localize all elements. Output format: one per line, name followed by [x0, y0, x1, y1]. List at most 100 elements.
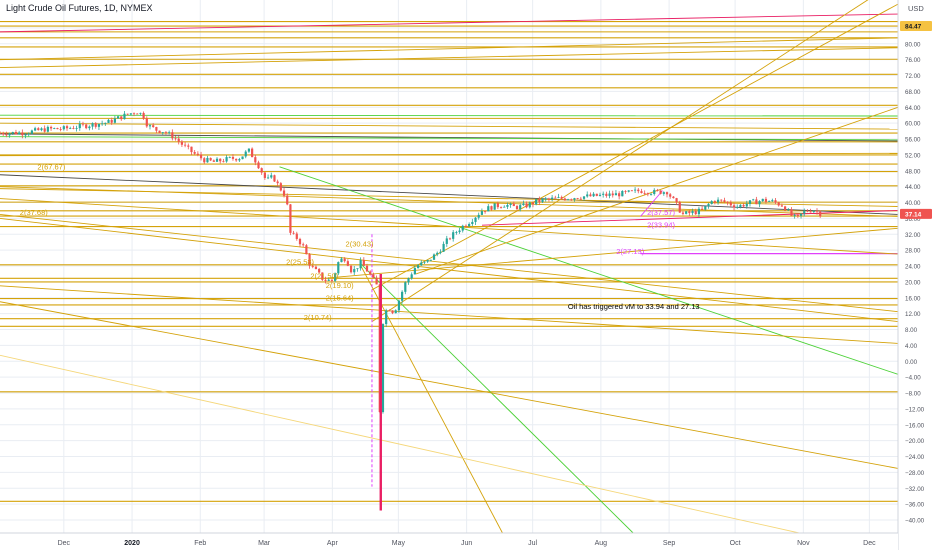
candle-up [215, 158, 219, 162]
chart-annotation: 2(33.94) [647, 221, 675, 230]
price-axis-labels: 84.0080.0076.0072.0068.0064.0060.0056.00… [905, 25, 925, 524]
candle-down [184, 144, 187, 146]
candle-down [490, 206, 493, 210]
candle-down [349, 265, 353, 273]
candle-down [369, 271, 372, 275]
candle-down [388, 310, 391, 312]
chart-annotation: 2(37.57) [647, 208, 675, 217]
price-tick-label: −8.00 [905, 391, 921, 398]
candle-down [780, 205, 783, 207]
candle-down [273, 175, 276, 182]
candle-down [145, 118, 148, 127]
candle-down [260, 168, 263, 173]
candle-down [819, 211, 822, 217]
time-axis-panel[interactable] [0, 533, 898, 550]
time-tick-label: 2020 [124, 540, 140, 547]
candle-up [30, 130, 34, 134]
time-tick-label: Nov [797, 540, 810, 547]
candle-down [305, 245, 308, 255]
candle-down [755, 199, 758, 205]
candle-up [410, 274, 413, 279]
price-tick-label: 48.00 [905, 168, 921, 175]
candle-down [85, 124, 88, 129]
candle-down [713, 201, 716, 203]
candle-down [56, 128, 59, 130]
candle-down [187, 145, 190, 147]
trend-line [0, 285, 899, 344]
candle-down [681, 212, 685, 214]
candle-down [174, 138, 177, 140]
candle-down [362, 260, 365, 266]
candle-up [803, 210, 806, 214]
candle-down [219, 158, 222, 162]
trend-line [371, 0, 869, 322]
candle-up [602, 193, 605, 195]
candle-down [701, 208, 704, 210]
candle-up [752, 199, 755, 201]
candle-up [662, 192, 665, 194]
candle-down [669, 194, 672, 197]
candle-down [618, 193, 621, 197]
candle-down [563, 198, 566, 201]
candle-down [72, 128, 75, 129]
candle-up [416, 265, 420, 269]
candle-up [468, 224, 471, 227]
candle-up [413, 268, 416, 275]
trend-line [0, 152, 899, 157]
currency-label: USD [908, 4, 924, 13]
candle-up [519, 205, 522, 210]
price-axis-panel[interactable] [898, 0, 932, 550]
candle-down [570, 199, 573, 201]
candle-up [697, 208, 701, 215]
candle-down [464, 225, 468, 227]
candle-up [758, 201, 761, 205]
candle-down [774, 200, 777, 203]
candle-up [244, 151, 247, 157]
candle-down [5, 134, 8, 136]
price-tick-label: −40.00 [905, 518, 925, 525]
candle-down [203, 158, 206, 163]
candle-down [110, 119, 113, 123]
price-tick-label: 64.00 [905, 105, 921, 112]
candle-up [423, 261, 426, 263]
trend-line [0, 186, 899, 217]
candle-up [586, 194, 589, 197]
candle-down [212, 160, 215, 162]
candle-up [506, 205, 509, 207]
candle-up [745, 203, 748, 207]
candle-down [483, 211, 487, 212]
candle-down [525, 203, 528, 208]
candle-up [381, 324, 385, 413]
candle-up [592, 193, 595, 197]
candle-down [289, 204, 292, 233]
candle-up [761, 198, 764, 202]
candle-up [439, 251, 442, 253]
candle-up [91, 123, 94, 127]
time-tick-label: Mar [258, 540, 271, 547]
candle-up [557, 196, 560, 198]
candle-up [710, 201, 713, 205]
candle-down [732, 205, 736, 208]
price-tick-label: −24.00 [905, 454, 925, 461]
candle-down [164, 132, 168, 134]
candle-up [168, 132, 171, 134]
price-tick-label: 80.00 [905, 41, 921, 48]
candle-down [595, 193, 598, 196]
candle-up [426, 260, 429, 262]
trend-line [327, 227, 899, 279]
price-tick-label: −28.00 [905, 470, 925, 477]
price-tick-label: −16.00 [905, 422, 925, 429]
candle-down [158, 130, 161, 133]
trend-line [0, 174, 899, 215]
candle-up [266, 177, 270, 179]
candle-up [685, 211, 688, 214]
candle-up [359, 260, 362, 269]
trend-line [279, 166, 899, 375]
candle-down [675, 198, 678, 203]
price-tick-label: 44.00 [905, 184, 921, 191]
price-tick-label: 56.00 [905, 137, 921, 144]
trend-line [0, 133, 899, 142]
candle-up [614, 193, 618, 196]
